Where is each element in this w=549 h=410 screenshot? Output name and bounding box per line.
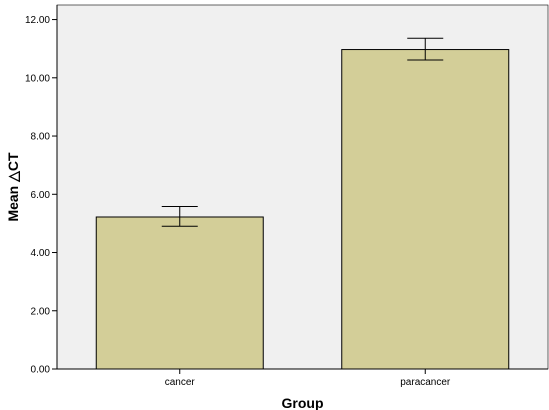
error-bars	[161, 37, 444, 227]
y-tick-label: 2.00	[31, 306, 51, 317]
y-axis-title: Mean △CT	[5, 152, 21, 222]
bar-paracancer	[341, 49, 510, 370]
y-tick-label: 10.00	[25, 73, 50, 84]
bars	[95, 49, 510, 370]
x-axis-title: Group	[282, 395, 324, 410]
y-axis-ticks: 0.00 2.00 4.00 6.00 8.00 10.00 12.00	[25, 15, 57, 376]
y-tick-label: 4.00	[31, 248, 51, 259]
y-tick-label: 12.00	[25, 15, 50, 26]
x-tick-label: paracancer	[400, 377, 451, 388]
bar-cancer	[95, 216, 264, 370]
y-tick-label: 0.00	[31, 365, 51, 376]
x-axis-ticks: cancer paracancer	[165, 369, 451, 388]
y-tick-label: 8.00	[31, 132, 51, 143]
x-tick-label: cancer	[165, 377, 196, 388]
y-tick-label: 6.00	[31, 190, 51, 201]
error-bar-paracancer	[407, 37, 444, 61]
error-bar-cancer	[161, 206, 198, 227]
